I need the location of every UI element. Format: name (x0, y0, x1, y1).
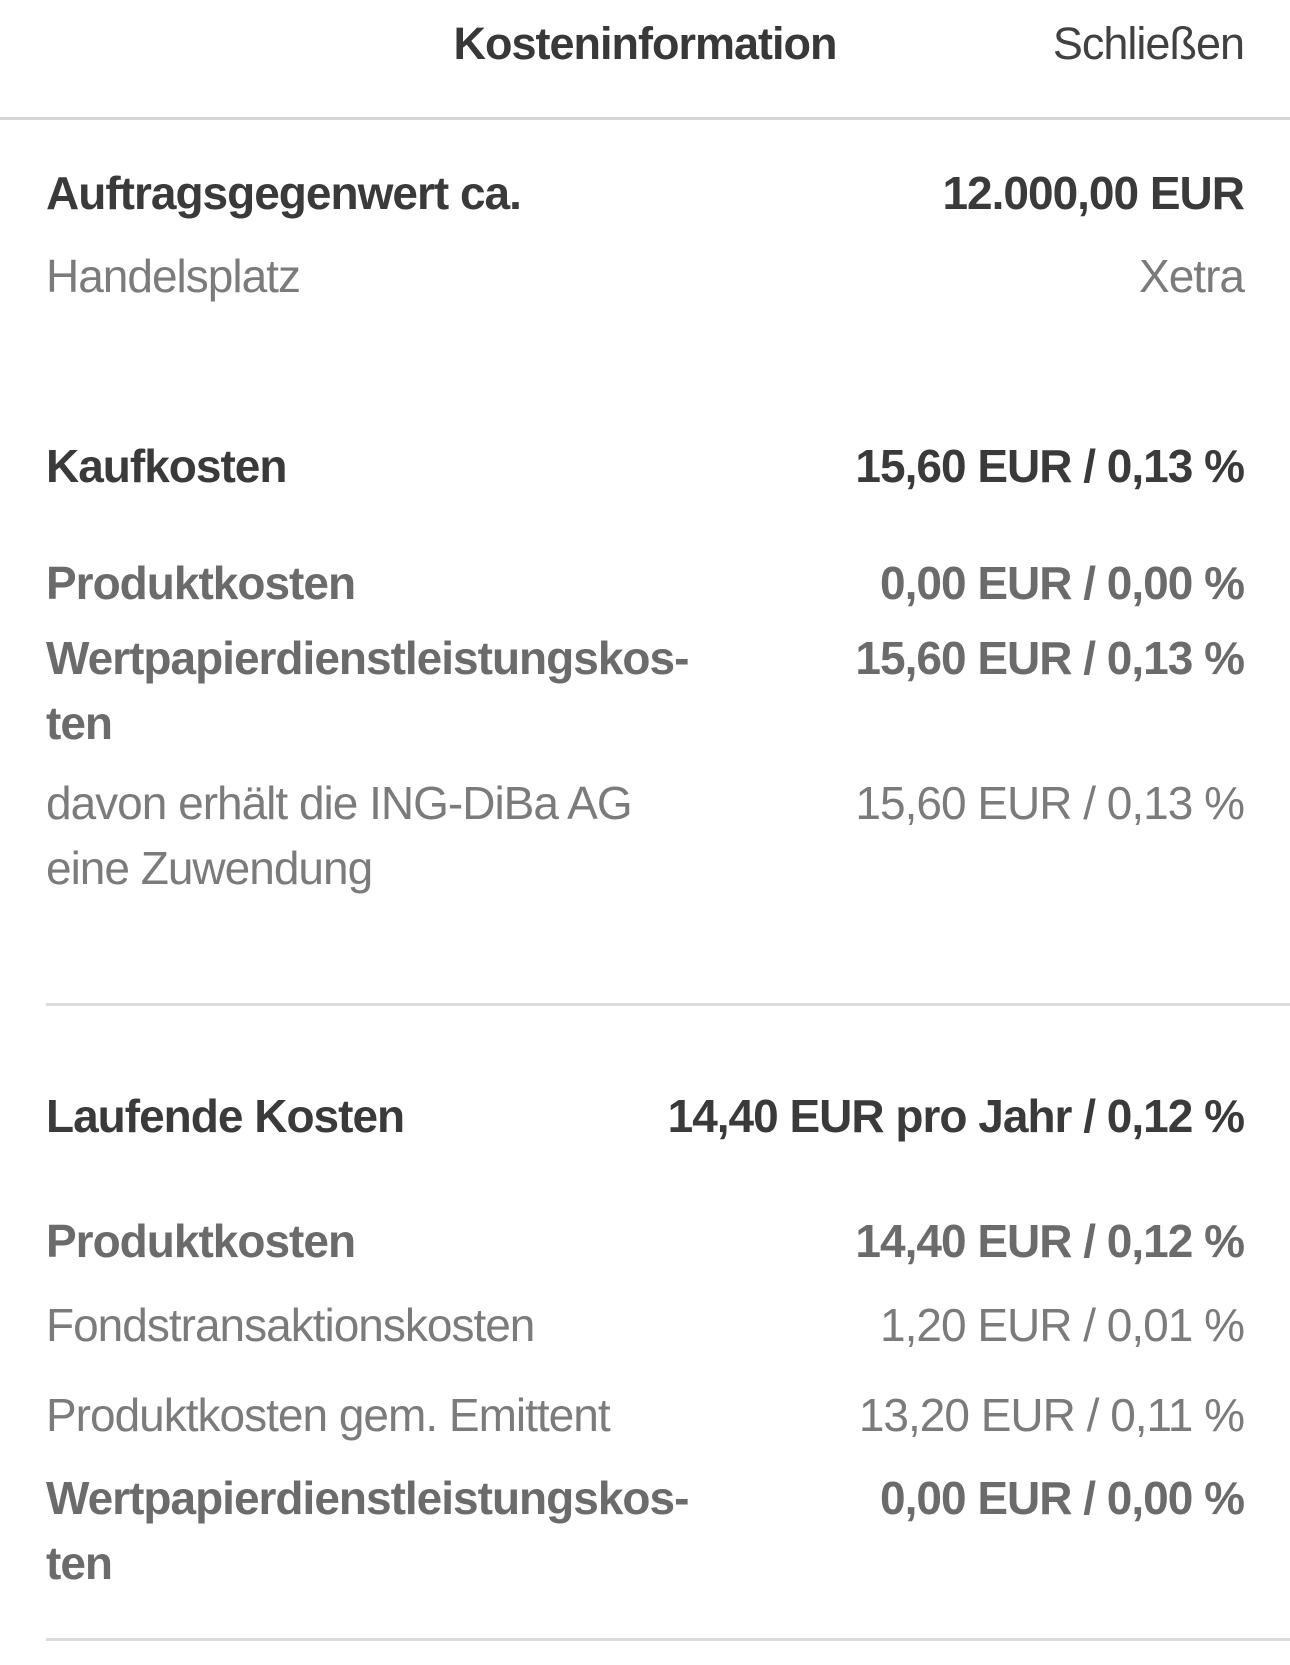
row-label: Produktkosten gem. Emittent (46, 1389, 611, 1441)
row-label: Produktkosten (46, 557, 356, 609)
row-value: 12.000,00 EUR (942, 167, 1245, 219)
close-button[interactable]: Schließen (1053, 14, 1245, 74)
row-label: Wertpapierdienstleistungskos- ten (46, 1472, 689, 1589)
row-label: Handelsplatz (46, 250, 301, 302)
cost-row: Wertpapierdienstleistungskos- ten 0,00 E… (46, 1466, 1245, 1596)
row-value: Xetra (1139, 250, 1245, 302)
cost-row: Fondstransaktionskosten 1,20 EUR / 0,01 … (46, 1293, 1245, 1358)
section-divider (46, 1003, 1290, 1006)
section-header-kaufkosten: Kaufkosten 15,60 EUR / 0,13 % (46, 434, 1245, 499)
order-value-row: Auftragsgegenwert ca. 12.000,00 EUR (46, 161, 1245, 226)
row-label: Auftragsgegenwert ca. (46, 167, 522, 219)
section-total: 15,60 EUR / 0,13 % (855, 440, 1245, 492)
row-value: 15,60 EUR / 0,13 % (855, 777, 1245, 829)
row-value: 1,20 EUR / 0,01 % (880, 1299, 1245, 1351)
row-value: 15,60 EUR / 0,13 % (855, 632, 1245, 684)
trading-venue-row: Handelsplatz Xetra (46, 244, 1245, 309)
section-title: Kaufkosten (46, 440, 287, 492)
modal-header: Kosteninformation Schließen (0, 0, 1290, 120)
section-total: 14,40 EUR pro Jahr / 0,12 % (667, 1090, 1245, 1142)
cost-row: davon erhält die ING-DiBa AG eine Zuwend… (46, 771, 1245, 901)
page-title: Kosteninformation (453, 18, 838, 69)
bottom-divider (46, 1638, 1290, 1641)
cost-row: Produktkosten gem. Emittent 13,20 EUR / … (46, 1383, 1245, 1448)
row-value: 0,00 EUR / 0,00 % (880, 1472, 1245, 1524)
cost-row: Produktkosten 0,00 EUR / 0,00 % (46, 551, 1245, 616)
section-title: Laufende Kosten (46, 1090, 405, 1142)
row-label: davon erhält die ING-DiBa AG eine Zuwend… (46, 777, 633, 894)
cost-row: Wertpapierdienstleistungskos- ten 15,60 … (46, 626, 1245, 756)
row-value: 14,40 EUR / 0,12 % (855, 1215, 1245, 1267)
cost-row: Produktkosten 14,40 EUR / 0,12 % (46, 1209, 1245, 1274)
row-label: Fondstransaktionskosten (46, 1299, 535, 1351)
row-value: 0,00 EUR / 0,00 % (880, 557, 1245, 609)
row-value: 13,20 EUR / 0,11 % (858, 1389, 1245, 1441)
row-label: Wertpapierdienstleistungskos- ten (46, 632, 689, 749)
section-header-laufende-kosten: Laufende Kosten 14,40 EUR pro Jahr / 0,1… (46, 1084, 1245, 1149)
cost-details: Auftragsgegenwert ca. 12.000,00 EUR Hand… (0, 161, 1290, 1641)
row-label: Produktkosten (46, 1215, 356, 1267)
